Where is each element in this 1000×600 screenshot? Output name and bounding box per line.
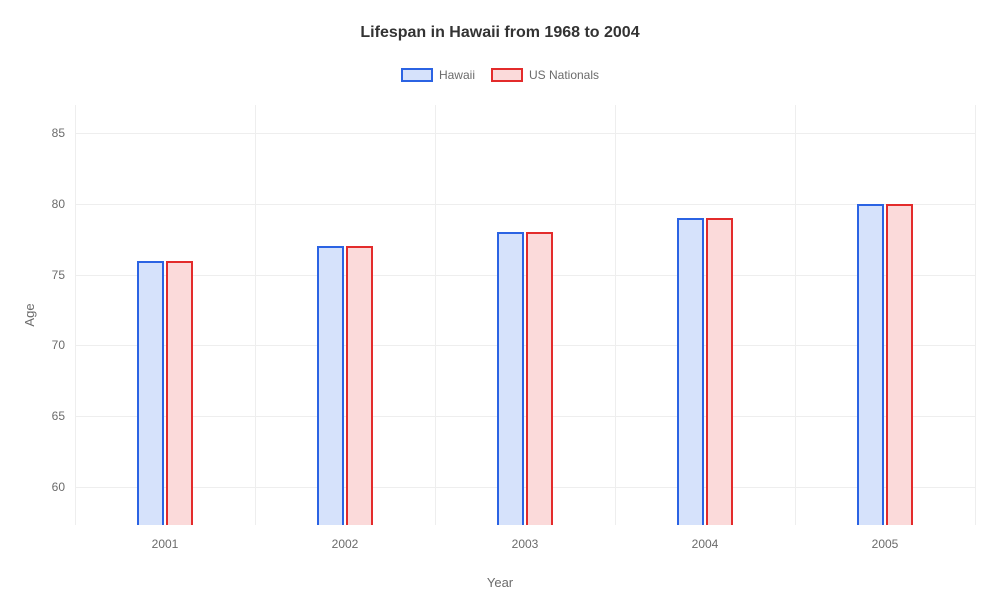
- x-tick-label: 2004: [692, 525, 719, 551]
- bar: [346, 246, 373, 525]
- legend-item: US Nationals: [491, 68, 599, 82]
- gridline-vertical: [435, 105, 436, 525]
- gridline-vertical: [75, 105, 76, 525]
- x-tick-label: 2001: [152, 525, 179, 551]
- gridline-horizontal: [75, 133, 975, 134]
- x-tick-label: 2005: [872, 525, 899, 551]
- bar: [137, 261, 164, 525]
- gridline-horizontal: [75, 204, 975, 205]
- bar: [166, 261, 193, 525]
- chart-container: Lifespan in Hawaii from 1968 to 2004 Haw…: [0, 0, 1000, 600]
- legend-label: Hawaii: [439, 68, 475, 82]
- y-tick-label: 85: [52, 126, 75, 140]
- legend-swatch: [401, 68, 433, 82]
- x-tick-label: 2002: [332, 525, 359, 551]
- gridline-vertical: [795, 105, 796, 525]
- y-tick-label: 70: [52, 338, 75, 352]
- x-tick-label: 2003: [512, 525, 539, 551]
- bar: [886, 204, 913, 525]
- bar: [497, 232, 524, 525]
- y-axis-label: Age: [22, 303, 37, 326]
- gridline-vertical: [615, 105, 616, 525]
- bar: [706, 218, 733, 525]
- bar: [857, 204, 884, 525]
- bar: [317, 246, 344, 525]
- bar: [526, 232, 553, 525]
- y-tick-label: 65: [52, 409, 75, 423]
- chart-title: Lifespan in Hawaii from 1968 to 2004: [0, 24, 1000, 42]
- y-tick-label: 75: [52, 268, 75, 282]
- plot-area: 60657075808520012002200320042005: [75, 105, 975, 525]
- y-tick-label: 80: [52, 197, 75, 211]
- legend-item: Hawaii: [401, 68, 475, 82]
- gridline-vertical: [975, 105, 976, 525]
- y-tick-label: 60: [52, 480, 75, 494]
- chart-legend: Hawaii US Nationals: [0, 68, 1000, 82]
- gridline-vertical: [255, 105, 256, 525]
- x-axis-label: Year: [487, 575, 513, 590]
- bar: [677, 218, 704, 525]
- legend-swatch: [491, 68, 523, 82]
- legend-label: US Nationals: [529, 68, 599, 82]
